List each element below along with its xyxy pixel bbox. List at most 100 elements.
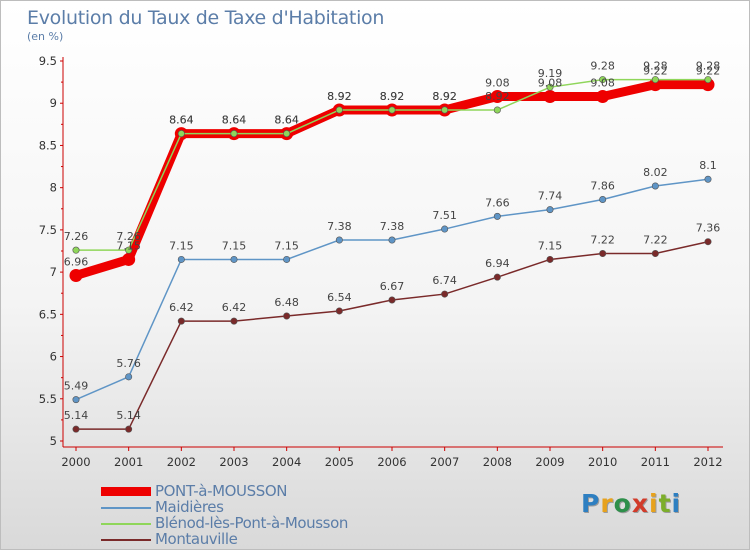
legend-swatch-maidieres xyxy=(101,507,151,509)
data-label: 9.28 xyxy=(590,60,615,73)
series-point-pont-a-mousson xyxy=(701,78,715,92)
series-line xyxy=(76,240,709,430)
series-point xyxy=(72,246,80,254)
y-tick-label: 8 xyxy=(50,181,57,195)
series-point xyxy=(493,273,501,281)
series-point xyxy=(546,255,554,263)
logo-letter: r xyxy=(600,489,614,518)
legend-swatch-montauville xyxy=(101,539,151,541)
series-point-pont-a-mousson xyxy=(122,252,136,266)
data-label: 7.51 xyxy=(432,209,457,222)
x-tick-label: 2005 xyxy=(325,455,354,469)
series-point xyxy=(177,255,185,263)
x-tick-label: 2007 xyxy=(430,455,459,469)
data-label: 7.66 xyxy=(485,196,510,209)
data-label: 6.48 xyxy=(274,296,299,309)
series-point-pont-a-mousson xyxy=(69,268,83,282)
data-label: 8.92 xyxy=(432,90,457,103)
series-point xyxy=(125,425,133,433)
series-point xyxy=(125,246,133,254)
y-tick-label: 5.5 xyxy=(39,392,57,406)
series-point-pont-a-mousson xyxy=(596,89,610,103)
x-tick-label: 2004 xyxy=(272,455,301,469)
proxiti-logo: Proxiti xyxy=(581,489,681,518)
series-point xyxy=(599,195,607,203)
series-point-pont-a-mousson xyxy=(648,78,662,92)
data-label: 6.42 xyxy=(169,301,194,314)
series-point xyxy=(704,175,712,183)
data-label: 7.15 xyxy=(169,239,194,252)
series-point xyxy=(651,76,659,84)
data-label: 5.76 xyxy=(116,357,141,370)
data-label: 8.64 xyxy=(274,114,299,127)
y-tick-label: 6 xyxy=(50,350,57,364)
series-point xyxy=(388,106,396,114)
data-label: 8.92 xyxy=(380,90,405,103)
data-label: 7.22 xyxy=(643,234,668,247)
series-point xyxy=(125,373,133,381)
x-tick-label: 2010 xyxy=(588,455,617,469)
logo-letter: P xyxy=(581,489,601,518)
data-label: 7.26 xyxy=(64,230,89,243)
logo-letter: x xyxy=(631,489,649,518)
series-point xyxy=(177,317,185,325)
series-point xyxy=(546,206,554,214)
data-label: 9.08 xyxy=(590,76,615,89)
data-label: 7.26 xyxy=(116,230,141,243)
series-point xyxy=(283,130,291,138)
data-label: 6.42 xyxy=(222,301,247,314)
series-point xyxy=(441,290,449,298)
logo-letter: t xyxy=(658,489,672,518)
series-point xyxy=(335,307,343,315)
legend-label-pont-a-mousson: PONT-à-MOUSSON xyxy=(155,482,288,500)
data-label: 7.86 xyxy=(590,179,615,192)
y-tick-label: 9.5 xyxy=(39,54,57,68)
data-label: 7.15 xyxy=(538,239,563,252)
series-point xyxy=(230,255,238,263)
series-point xyxy=(546,83,554,91)
y-tick-label: 7 xyxy=(50,265,57,279)
series-point xyxy=(230,130,238,138)
data-label: 9.08 xyxy=(485,76,510,89)
x-tick-label: 2006 xyxy=(377,455,406,469)
data-label: 8.92 xyxy=(485,90,510,103)
series-point xyxy=(651,182,659,190)
series-point xyxy=(441,225,449,233)
data-label: 6.94 xyxy=(485,257,510,270)
data-label: 8.64 xyxy=(274,114,299,127)
legend-swatch-pont-a-mousson xyxy=(101,487,151,496)
logo-letter: i xyxy=(649,489,659,518)
series-point xyxy=(230,317,238,325)
data-label: 9.22 xyxy=(643,65,668,78)
data-label: 8.64 xyxy=(222,114,247,127)
x-tick-label: 2011 xyxy=(641,455,670,469)
data-label: 7.15 xyxy=(116,239,141,252)
y-tick-label: 5 xyxy=(50,434,57,448)
data-label: 9.08 xyxy=(538,76,563,89)
data-label: 8.64 xyxy=(169,114,194,127)
data-label: 5.14 xyxy=(116,409,141,422)
series-point-pont-a-mousson xyxy=(490,89,504,103)
series-point xyxy=(335,106,343,114)
series-point xyxy=(388,236,396,244)
series-point xyxy=(599,250,607,258)
data-label: 8.1 xyxy=(699,159,717,172)
series-point xyxy=(72,425,80,433)
x-tick-label: 2008 xyxy=(483,455,512,469)
series-point xyxy=(283,255,291,263)
series-point xyxy=(72,396,80,404)
data-label: 8.64 xyxy=(169,114,194,127)
data-label: 5.14 xyxy=(64,409,89,422)
series-point xyxy=(599,76,607,84)
data-label: 9.28 xyxy=(643,60,668,73)
y-tick-label: 8.5 xyxy=(39,138,57,152)
legend-swatch-blenod xyxy=(101,523,151,525)
data-label: 6.74 xyxy=(432,274,457,287)
y-tick-label: 6.5 xyxy=(39,307,57,321)
data-label: 9.19 xyxy=(538,67,563,80)
x-tick-label: 2009 xyxy=(535,455,564,469)
chart-title: Evolution du Taux de Taxe d'Habitation xyxy=(27,7,385,29)
data-label: 7.15 xyxy=(222,239,247,252)
